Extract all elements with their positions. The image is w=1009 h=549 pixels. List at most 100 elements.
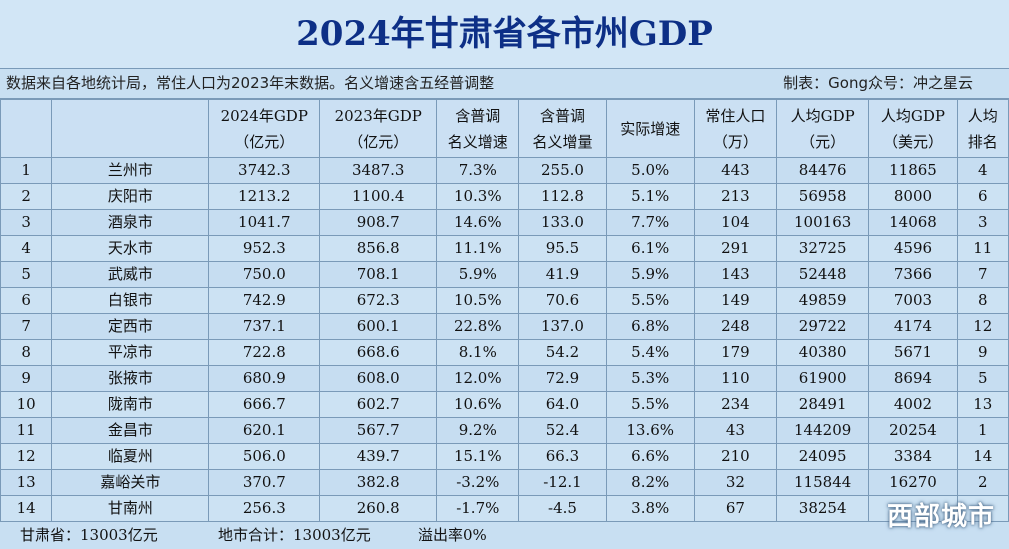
- table-cell: 6: [0, 287, 53, 314]
- table-cell: 5: [956, 365, 1009, 392]
- table-cell: 742.9: [208, 287, 321, 314]
- table-cell: 179: [693, 339, 777, 366]
- city-name-cell: 甘南州: [51, 495, 210, 522]
- column-header-line1: 2024年GDP: [220, 106, 308, 125]
- table-cell: 260.8: [319, 495, 438, 522]
- table-cell: 6.6%: [605, 443, 695, 470]
- table-row: 5 武威市 750.0 708.1 5.9% 41.9 5.9% 143 52448 7366 7: [0, 261, 1009, 288]
- city-name-cell: 金昌市: [51, 417, 210, 444]
- column-header-line2: （元）: [800, 132, 846, 151]
- table-cell: 24095: [775, 443, 870, 470]
- table-cell: 72.9: [518, 365, 607, 392]
- table-cell: 602.7: [319, 391, 438, 418]
- column-header: 含普调 名义增量: [518, 99, 607, 158]
- city-name-cell: 武威市: [51, 261, 210, 288]
- table-cell: 133.0: [518, 209, 607, 236]
- table-row: 3 酒泉市 1041.7 908.7 14.6% 133.0 7.7% 104 100163 14…: [0, 209, 1009, 236]
- table-cell: 56958: [775, 183, 870, 210]
- table-cell: 6.1%: [605, 235, 695, 262]
- table-row: 7 定西市 737.1 600.1 22.8% 137.0 6.8% 248 29722 4174…: [0, 313, 1009, 340]
- table-cell: 12: [956, 313, 1009, 340]
- table-cell: 16270: [868, 469, 958, 496]
- city-name-cell: 庆阳市: [51, 183, 210, 210]
- table-cell: 8000: [868, 183, 958, 210]
- table-cell: 5: [0, 261, 53, 288]
- column-header: 常住人口 （万）: [693, 99, 777, 158]
- table-cell: 8: [0, 339, 53, 366]
- column-header: 人均 排名: [956, 99, 1009, 158]
- table-cell: 4596: [868, 235, 958, 262]
- column-header: 含普调 名义增速: [436, 99, 520, 158]
- table-cell: 43: [693, 417, 777, 444]
- table-row: 13 嘉峪关市 370.7 382.8 -3.2% -12.1 8.2% 32 115844 16…: [0, 469, 1009, 496]
- table-row: 2 庆阳市 1213.2 1100.4 10.3% 112.8 5.1% 213 56958 80…: [0, 183, 1009, 210]
- table-cell: 5.9%: [605, 261, 695, 288]
- table-cell: 256.3: [208, 495, 321, 522]
- table-cell: 28491: [775, 391, 870, 418]
- table-cell: 3487.3: [319, 157, 438, 184]
- table-cell: 11: [0, 417, 53, 444]
- column-header-line2: （美元）: [882, 132, 943, 151]
- table-cell: 3742.3: [208, 157, 321, 184]
- table-cell: 61900: [775, 365, 870, 392]
- table-cell: 84476: [775, 157, 870, 184]
- column-header-line2: 名义增量: [532, 132, 593, 151]
- table-cell: -3.2%: [436, 469, 520, 496]
- table-cell: 5.5%: [605, 391, 695, 418]
- table-cell: 506.0: [208, 443, 321, 470]
- table-cell: 708.1: [319, 261, 438, 288]
- column-header-line1: 常住人口: [705, 106, 766, 125]
- table-row: 1 兰州市 3742.3 3487.3 7.3% 255.0 5.0% 443 84476 118…: [0, 157, 1009, 184]
- table-cell: 29722: [775, 313, 870, 340]
- table-cell: 12.0%: [436, 365, 520, 392]
- table-cell: 5.0%: [605, 157, 695, 184]
- table-cell: 22.8%: [436, 313, 520, 340]
- table-cell: 110: [693, 365, 777, 392]
- table-cell: 608.0: [319, 365, 438, 392]
- table-cell: 737.1: [208, 313, 321, 340]
- table-cell: 8.2%: [605, 469, 695, 496]
- table-cell: 1041.7: [208, 209, 321, 236]
- column-header: 人均GDP （美元）: [868, 99, 958, 158]
- table-cell: 67: [693, 495, 777, 522]
- table-cell: 4174: [868, 313, 958, 340]
- table-cell: 144209: [775, 417, 870, 444]
- column-header: 人均GDP （元）: [775, 99, 870, 158]
- table-cell: 4002: [868, 391, 958, 418]
- table-cell: 14068: [868, 209, 958, 236]
- table-cell: 11865: [868, 157, 958, 184]
- table-row: 4 天水市 952.3 856.8 11.1% 95.5 6.1% 291 32725 4596 1…: [0, 235, 1009, 262]
- table-cell: -12.1: [518, 469, 607, 496]
- table-cell: 439.7: [319, 443, 438, 470]
- table-cell: 7: [0, 313, 53, 340]
- city-name-cell: 天水市: [51, 235, 210, 262]
- table-cell: 8.1%: [436, 339, 520, 366]
- table-cell: 7003: [868, 287, 958, 314]
- table-cell: 668.6: [319, 339, 438, 366]
- table-cell: 14: [956, 443, 1009, 470]
- column-header-line2: 名义增速: [447, 132, 508, 151]
- table-cell: 908.7: [319, 209, 438, 236]
- table-cell: 70.6: [518, 287, 607, 314]
- table-cell: 32: [693, 469, 777, 496]
- table-cell: 10.3%: [436, 183, 520, 210]
- table-cell: 137.0: [518, 313, 607, 340]
- credit-note: 制表：Gong众号：冲之星云: [783, 74, 973, 92]
- table-cell: 5.9%: [436, 261, 520, 288]
- table-cell: 13: [956, 391, 1009, 418]
- data-source-note: 数据来自各地统计局，常住人口为2023年末数据。名义增速含五经普调整: [6, 74, 495, 92]
- column-header-line2: 排名: [967, 132, 998, 151]
- table-cell: 1: [956, 417, 1009, 444]
- table-cell: 8: [956, 287, 1009, 314]
- table-cell: -1.7%: [436, 495, 520, 522]
- table-cell: 10: [0, 391, 53, 418]
- table-cell: 6: [956, 183, 1009, 210]
- table-cell: 7366: [868, 261, 958, 288]
- table-cell: 666.7: [208, 391, 321, 418]
- city-name-cell: 张掖市: [51, 365, 210, 392]
- column-header-line2: （亿元）: [348, 132, 409, 151]
- table-cell: 567.7: [319, 417, 438, 444]
- table-cell: 6.8%: [605, 313, 695, 340]
- city-name-cell: 酒泉市: [51, 209, 210, 236]
